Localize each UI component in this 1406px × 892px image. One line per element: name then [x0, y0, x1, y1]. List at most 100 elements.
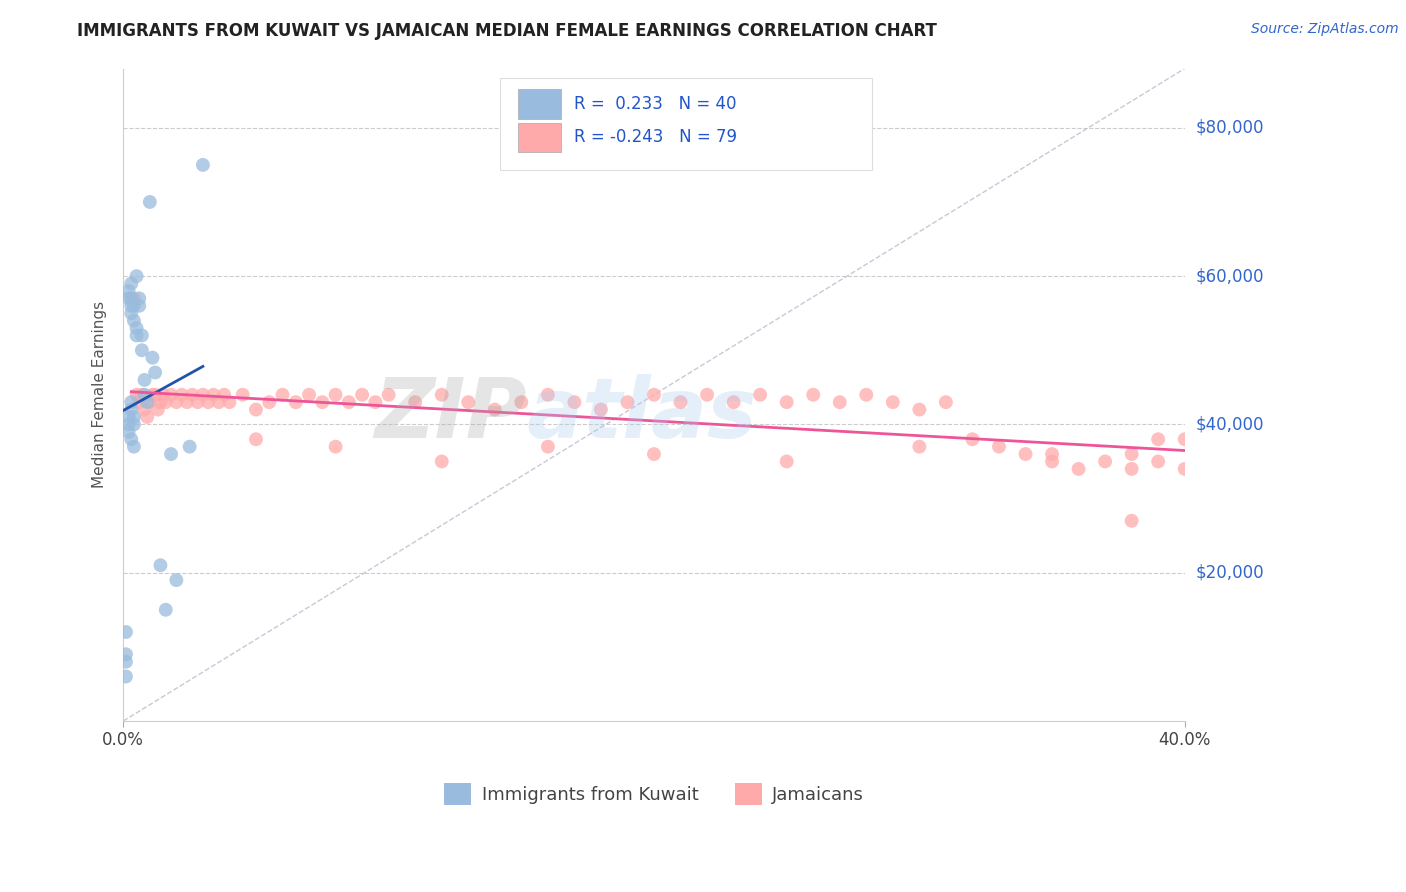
- Text: $80,000: $80,000: [1197, 119, 1264, 136]
- Point: [1067, 462, 1090, 476]
- Point: [120, 306, 142, 320]
- Point: [125, 328, 148, 343]
- Point: [160, 447, 183, 461]
- Point: [1121, 514, 1143, 528]
- Point: [537, 440, 560, 454]
- Point: [801, 388, 824, 402]
- Text: $20,000: $20,000: [1197, 564, 1264, 582]
- Point: [122, 409, 145, 424]
- Point: [537, 388, 560, 402]
- Point: [134, 402, 156, 417]
- Point: [128, 395, 150, 409]
- Point: [1147, 454, 1170, 468]
- Text: atlas: atlas: [527, 374, 758, 455]
- Point: [1040, 454, 1063, 468]
- Point: [120, 291, 142, 305]
- Point: [311, 395, 333, 409]
- Point: [696, 388, 718, 402]
- Point: [908, 440, 931, 454]
- Point: [643, 447, 665, 461]
- Point: [117, 417, 139, 432]
- Point: [257, 395, 280, 409]
- Point: [141, 388, 163, 402]
- Point: [325, 388, 347, 402]
- Point: [828, 395, 851, 409]
- Point: [131, 388, 153, 402]
- Point: [165, 395, 187, 409]
- Point: [117, 284, 139, 298]
- Point: [181, 388, 204, 402]
- Point: [149, 558, 172, 573]
- Point: [882, 395, 904, 409]
- Point: [115, 647, 138, 661]
- Point: [1174, 462, 1197, 476]
- Point: [430, 388, 453, 402]
- Point: [128, 291, 150, 305]
- Point: [510, 395, 533, 409]
- Point: [120, 402, 142, 417]
- Point: [855, 388, 877, 402]
- Text: R =  0.233   N = 40: R = 0.233 N = 40: [575, 95, 737, 113]
- Point: [152, 388, 174, 402]
- Point: [120, 299, 142, 313]
- Point: [245, 402, 267, 417]
- Text: $60,000: $60,000: [1197, 267, 1264, 285]
- Y-axis label: Median Female Earnings: Median Female Earnings: [93, 301, 107, 488]
- Point: [589, 402, 612, 417]
- Text: ZIP: ZIP: [374, 374, 527, 455]
- Point: [908, 402, 931, 417]
- Point: [191, 158, 214, 172]
- Point: [143, 366, 166, 380]
- Point: [131, 343, 153, 358]
- Point: [669, 395, 692, 409]
- Text: $40,000: $40,000: [1197, 416, 1264, 434]
- Point: [170, 388, 193, 402]
- Point: [122, 417, 145, 432]
- Point: [325, 440, 347, 454]
- Point: [457, 395, 479, 409]
- Point: [134, 388, 156, 402]
- Point: [337, 395, 360, 409]
- Point: [352, 388, 374, 402]
- Point: [115, 655, 138, 669]
- Point: [298, 388, 321, 402]
- Point: [1121, 462, 1143, 476]
- Point: [134, 373, 156, 387]
- Point: [117, 291, 139, 305]
- Point: [564, 395, 586, 409]
- Point: [139, 395, 162, 409]
- Point: [212, 388, 235, 402]
- Point: [122, 440, 145, 454]
- Point: [143, 388, 166, 402]
- Point: [149, 395, 172, 409]
- Point: [935, 395, 957, 409]
- Point: [141, 351, 163, 365]
- Point: [1147, 432, 1170, 446]
- Point: [125, 269, 148, 284]
- Point: [232, 388, 254, 402]
- Point: [776, 395, 799, 409]
- Point: [120, 277, 142, 291]
- Point: [404, 395, 426, 409]
- Point: [208, 395, 231, 409]
- Point: [155, 603, 177, 617]
- Point: [117, 425, 139, 439]
- Point: [139, 194, 162, 209]
- Point: [1094, 454, 1116, 468]
- Point: [160, 388, 183, 402]
- Point: [117, 409, 139, 424]
- FancyBboxPatch shape: [519, 89, 561, 119]
- Point: [136, 409, 159, 424]
- Point: [988, 440, 1011, 454]
- Point: [125, 388, 148, 402]
- Point: [197, 395, 219, 409]
- Point: [165, 573, 187, 587]
- Point: [120, 395, 142, 409]
- Point: [1174, 432, 1197, 446]
- Point: [723, 395, 745, 409]
- FancyBboxPatch shape: [519, 123, 561, 152]
- Point: [1040, 447, 1063, 461]
- Point: [120, 432, 142, 446]
- Point: [179, 440, 201, 454]
- Point: [122, 299, 145, 313]
